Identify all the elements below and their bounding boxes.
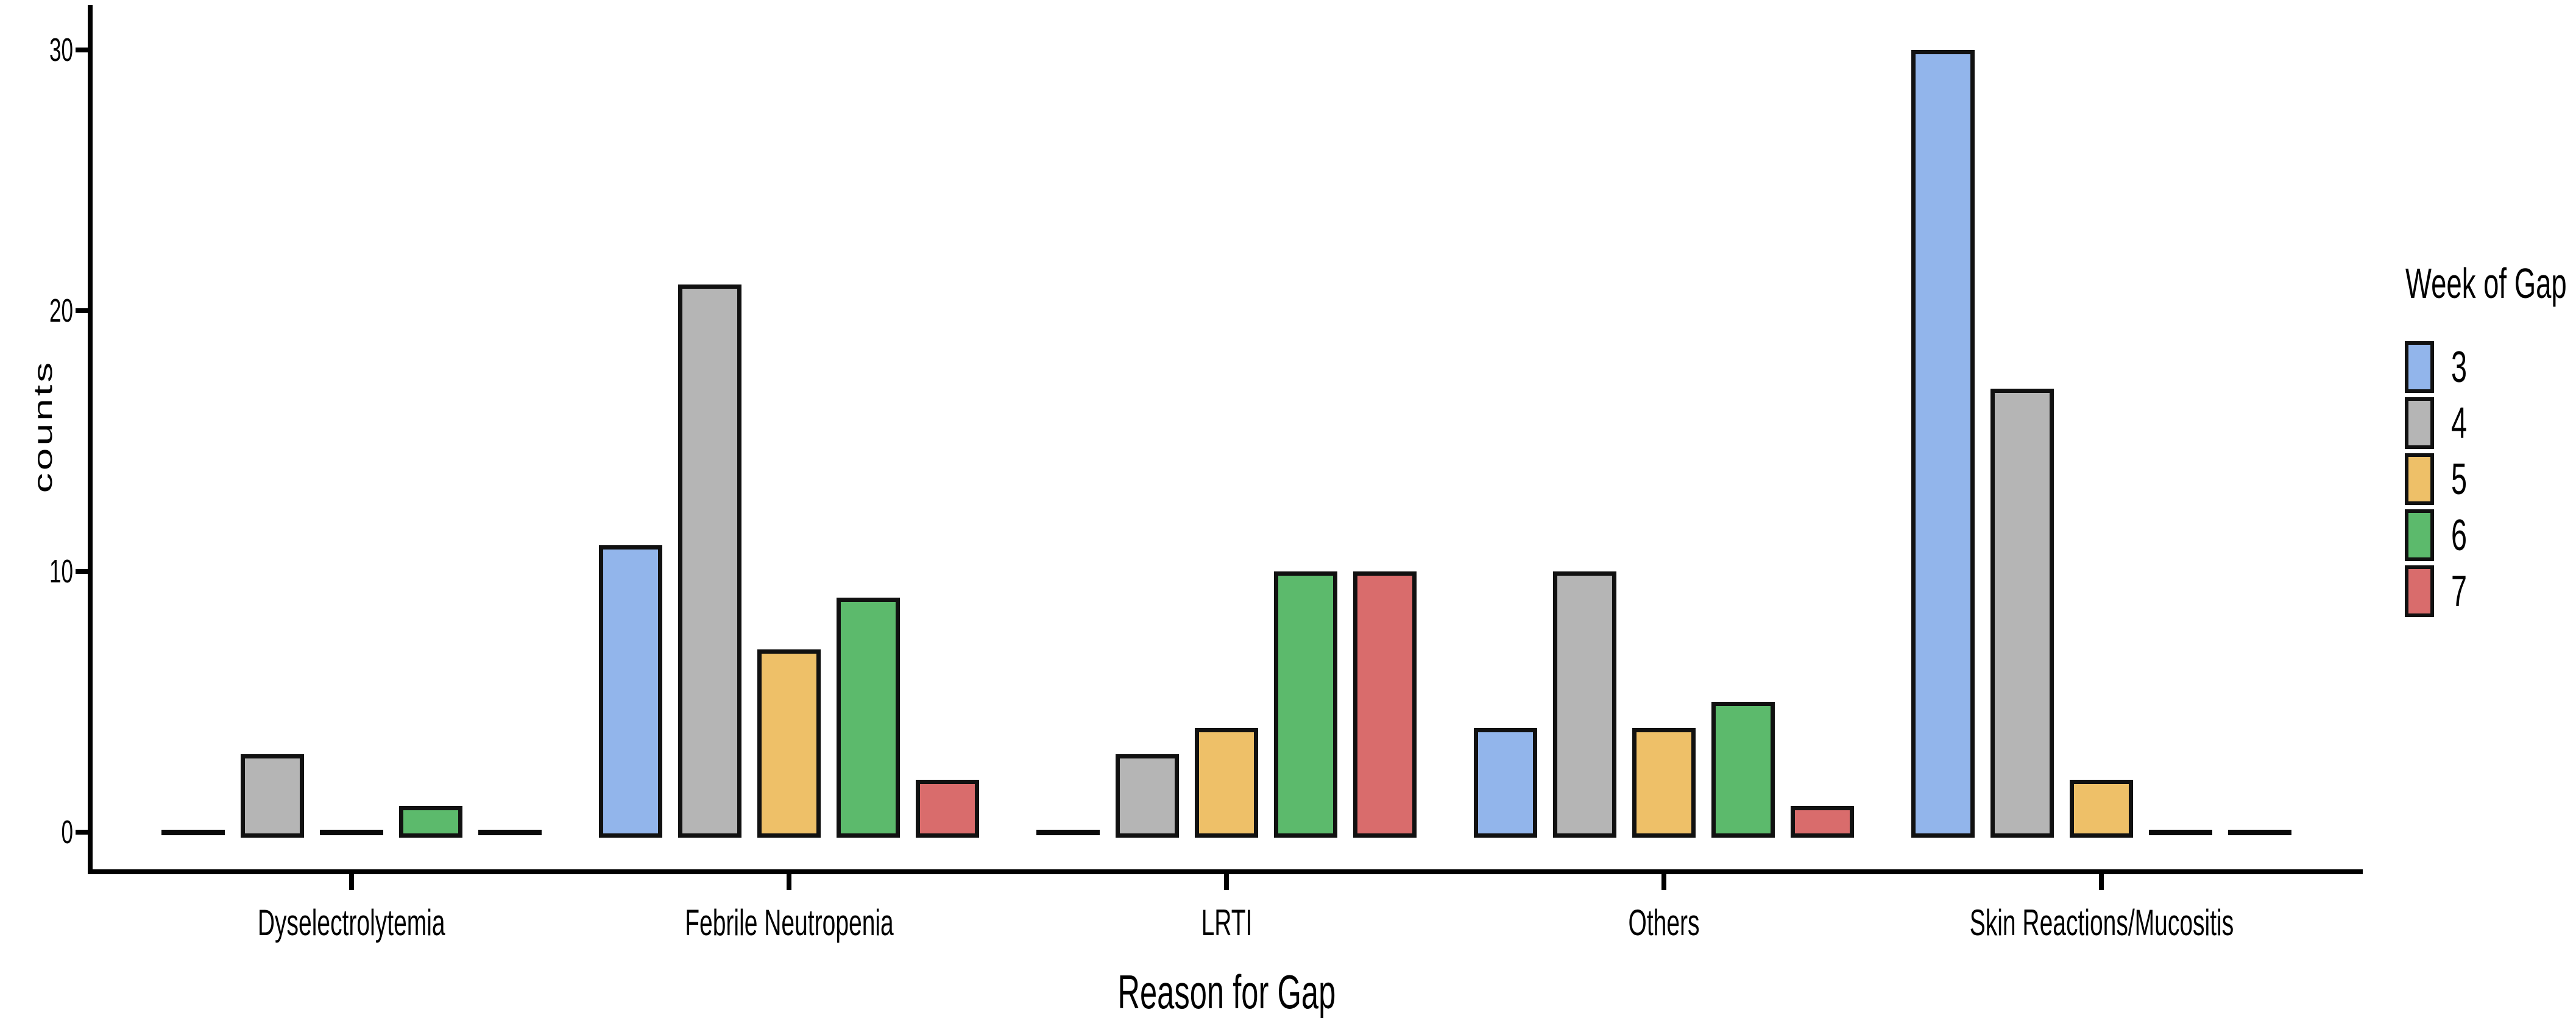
- x-tick-mark: [2099, 874, 2104, 890]
- legend-item-week-6: 6: [2405, 509, 2475, 561]
- zero-bar-week6-skin-reactions-mucositis: [2149, 830, 2212, 835]
- bar-week3-febrile-neutropenia: [599, 545, 662, 838]
- x-axis-line: [88, 869, 2363, 874]
- x-category-label-text: Febrile Neutropenia: [684, 902, 894, 943]
- y-tick-mark: [76, 308, 88, 313]
- bar-week7-febrile-neutropenia: [916, 780, 979, 838]
- y-tick-label-text: 10: [49, 553, 73, 590]
- bar-week7-others: [1791, 806, 1854, 838]
- legend-swatch-week-4: [2405, 397, 2434, 449]
- x-category-label-text: Dyselectrolytemia: [258, 902, 445, 943]
- bar-week5-febrile-neutropenia: [757, 649, 821, 838]
- legend-item-week-4: 4: [2405, 397, 2475, 449]
- y-tick-mark: [76, 569, 88, 574]
- legend-label-week-3: 3: [2451, 342, 2468, 392]
- legend-title: Week of Gap: [2405, 260, 2567, 307]
- y-tick-label: 0: [12, 809, 73, 855]
- x-category-label-text: LRTI: [1201, 902, 1252, 943]
- zero-bar-week7-skin-reactions-mucositis: [2228, 830, 2291, 835]
- zero-bar-week5-dyselectrolytemia: [320, 830, 383, 835]
- x-tick-mark: [349, 874, 354, 890]
- legend-swatch-week-3: [2405, 341, 2434, 393]
- y-tick-label: 20: [12, 288, 73, 334]
- bar-week6-others: [1711, 702, 1775, 838]
- bar-week4-dyselectrolytemia: [241, 754, 304, 838]
- x-tick-mark: [787, 874, 791, 890]
- y-tick-mark: [76, 48, 88, 52]
- legend-item-week-3: 3: [2405, 341, 2475, 393]
- x-category-label: Febrile Neutropenia: [576, 903, 1002, 952]
- x-axis-title-text: Reason for Gap: [1117, 965, 1336, 1019]
- x-category-label-text: Skin Reactions/Mucositis: [1969, 902, 2234, 943]
- bar-week5-others: [1632, 727, 1696, 838]
- legend-label-week-6: 6: [2451, 511, 2468, 560]
- y-tick-label-text: 0: [61, 814, 73, 850]
- legend-label-week-5: 5: [2451, 454, 2468, 504]
- x-category-label: Skin Reactions/Mucositis: [1888, 903, 2315, 952]
- y-tick-label-text: 20: [49, 292, 73, 329]
- legend-swatch-week-5: [2405, 453, 2434, 505]
- x-category-label-text: Others: [1628, 902, 1700, 943]
- bar-week4-lrti: [1116, 754, 1179, 838]
- bar-week3-others: [1474, 727, 1537, 838]
- bar-week4-skin-reactions-mucositis: [1990, 389, 2054, 838]
- legend: Week of Gap 3 4 5 6 7: [2401, 262, 2576, 640]
- bar-week3-skin-reactions-mucositis: [1911, 50, 1975, 838]
- legend-swatch-week-6: [2405, 509, 2434, 561]
- zero-bar-week7-dyselectrolytemia: [478, 830, 542, 835]
- legend-label-week-7: 7: [2451, 567, 2468, 616]
- legend-swatch-week-7: [2405, 565, 2434, 617]
- bar-week6-febrile-neutropenia: [837, 597, 900, 838]
- bar-week7-lrti: [1353, 571, 1417, 838]
- x-tick-mark: [1224, 874, 1229, 890]
- y-tick-label: 30: [12, 27, 73, 73]
- zero-bar-week3-lrti: [1036, 830, 1100, 835]
- bar-week5-skin-reactions-mucositis: [2070, 780, 2133, 838]
- x-category-label: LRTI: [1013, 903, 1440, 952]
- bar-week6-dyselectrolytemia: [399, 806, 462, 838]
- x-axis-title: Reason for Gap: [983, 966, 1470, 1017]
- legend-item-week-5: 5: [2405, 453, 2475, 505]
- y-tick-label-text: 30: [49, 32, 73, 68]
- bar-week4-febrile-neutropenia: [678, 285, 741, 838]
- bar-week6-lrti: [1274, 571, 1337, 838]
- bar-week4-others: [1553, 571, 1616, 838]
- y-tick-label: 10: [12, 548, 73, 595]
- x-category-label: Others: [1451, 903, 1877, 952]
- y-axis-line: [88, 5, 93, 874]
- bar-week5-lrti: [1195, 727, 1258, 838]
- x-category-label: Dyselectrolytemia: [138, 903, 565, 952]
- zero-bar-week3-dyselectrolytemia: [161, 830, 225, 835]
- x-tick-mark: [1661, 874, 1666, 890]
- legend-label-week-4: 4: [2451, 398, 2468, 448]
- legend-item-week-7: 7: [2405, 565, 2475, 617]
- y-tick-mark: [76, 830, 88, 835]
